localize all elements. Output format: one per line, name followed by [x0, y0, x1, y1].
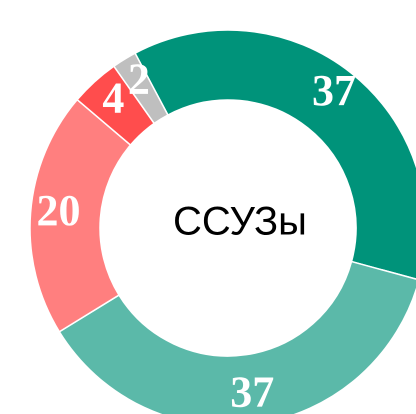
slice [112, 52, 169, 125]
data-label: 2 [128, 54, 150, 103]
data-label: 4 [102, 74, 124, 123]
labels: 37 37 20 4 2 [37, 54, 357, 414]
data-label: 37 [230, 367, 274, 414]
slices [29, 29, 416, 414]
slice [134, 29, 416, 280]
center-label: ССУЗы [173, 200, 307, 244]
slice [58, 260, 416, 414]
data-label: 37 [312, 66, 356, 115]
data-label: 20 [37, 186, 81, 235]
